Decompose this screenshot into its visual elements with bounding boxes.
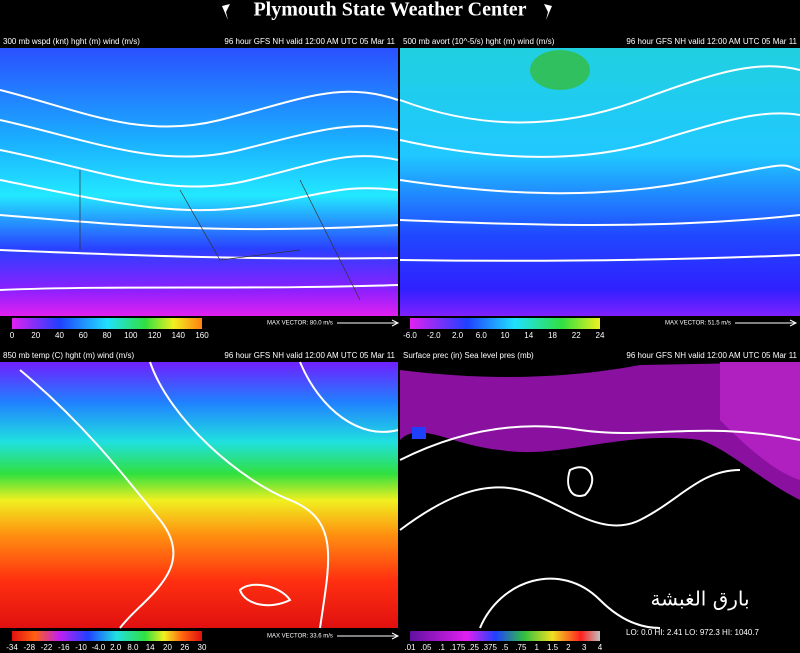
- scale-label: -34: [6, 643, 18, 652]
- watermark: بارق الغبشة: [650, 587, 749, 611]
- header-title: Plymouth State Weather Center: [253, 0, 526, 21]
- scale-label: .75: [515, 643, 527, 652]
- panel-title: 300 mb wspd (knt) hght (m) wind (m/s): [3, 37, 140, 46]
- scale-label: 3: [582, 643, 587, 652]
- map: [0, 362, 398, 628]
- panel-valid-time: 96 hour GFS NH valid 12:00 AM UTC 05 Mar…: [224, 351, 395, 360]
- scale-label: 24: [596, 331, 605, 340]
- scale-label: 10: [501, 331, 510, 340]
- scale-label: 100: [124, 331, 138, 340]
- panel-valid-time: 96 hour GFS NH valid 12:00 AM UTC 05 Mar…: [224, 37, 395, 46]
- scale-label: -4.0: [91, 643, 105, 652]
- map: [0, 48, 398, 316]
- stats: LO: 0.0 HI: 2.41 LO: 972.3 HI: 1040.7: [626, 628, 760, 637]
- scale-label: 160: [195, 331, 209, 340]
- vector-arrow: [391, 319, 400, 327]
- scale-label: 60: [79, 331, 88, 340]
- colorbar: [410, 318, 600, 329]
- scale-label: 1.5: [547, 643, 559, 652]
- scale-label: .1: [438, 643, 445, 652]
- scale-label: 22: [572, 331, 581, 340]
- precip-area: [412, 427, 426, 439]
- scale-label: .375: [481, 643, 497, 652]
- scale-label: -10: [75, 643, 87, 652]
- scale-label: 2.0: [452, 331, 464, 340]
- scale-label: 120: [148, 331, 162, 340]
- scale-label: .175: [450, 643, 466, 652]
- panel-title: 500 mb avort (10^-5/s) hght (m) wind (m/…: [403, 37, 555, 46]
- scale-label: -28: [23, 643, 35, 652]
- scale-label: 14: [524, 331, 533, 340]
- scale-label: 2.0: [110, 643, 122, 652]
- scale-label: -22: [41, 643, 53, 652]
- scale-label: -16: [58, 643, 70, 652]
- vector-arrow: [789, 319, 798, 327]
- logo-icon: [222, 4, 230, 20]
- scale-label: .5: [502, 643, 509, 652]
- scale-label: .01: [404, 643, 416, 652]
- scale-label: 1: [534, 643, 539, 652]
- panel-valid-time: 96 hour GFS NH valid 12:00 AM UTC 05 Mar…: [626, 37, 797, 46]
- max-vector: MAX VECTOR: 33.6 m/s: [267, 634, 333, 640]
- scale-label: 0: [10, 331, 15, 340]
- panel-title: 850 mb temp (C) hght (m) wind (m/s): [3, 351, 134, 360]
- scale-label: 40: [55, 331, 64, 340]
- panel-valid-time: 96 hour GFS NH valid 12:00 AM UTC 05 Mar…: [626, 351, 797, 360]
- logo-icon: [544, 4, 552, 20]
- scale-label: -6.0: [403, 331, 417, 340]
- map: [400, 48, 800, 316]
- scale-label: 18: [548, 331, 557, 340]
- scale-label: -2.0: [427, 331, 441, 340]
- scale-label: .05: [420, 643, 432, 652]
- colorbar: [12, 318, 202, 329]
- max-vector: MAX VECTOR: 51.5 m/s: [665, 321, 731, 327]
- contours: [19, 361, 399, 629]
- scale-label: 8.0: [127, 643, 139, 652]
- scale-label: 6.0: [476, 331, 488, 340]
- scale-label: 20: [31, 331, 40, 340]
- panel-title: Surface prec (in) Sea level pres (mb): [403, 351, 534, 360]
- precip-area: [720, 362, 800, 480]
- borders: [79, 170, 361, 301]
- scale-label: 30: [198, 643, 207, 652]
- contours: [399, 425, 800, 629]
- scale-label: 26: [180, 643, 189, 652]
- contours: [399, 65, 800, 262]
- vector-arrow: [391, 632, 400, 640]
- precip-area: [400, 362, 800, 500]
- scale-label: 14: [146, 643, 155, 652]
- scale-label: 140: [172, 331, 186, 340]
- scale-label: 20: [163, 643, 172, 652]
- contours: [0, 89, 399, 291]
- colorbar: [410, 631, 600, 641]
- max-vector: MAX VECTOR: 80.0 m/s: [267, 321, 333, 327]
- scale-label: 4: [598, 643, 603, 652]
- colorbar: [12, 631, 202, 641]
- scale-label: .25: [468, 643, 480, 652]
- scale-label: 2: [566, 643, 571, 652]
- map-feature: [530, 50, 590, 90]
- scale-label: 80: [103, 331, 112, 340]
